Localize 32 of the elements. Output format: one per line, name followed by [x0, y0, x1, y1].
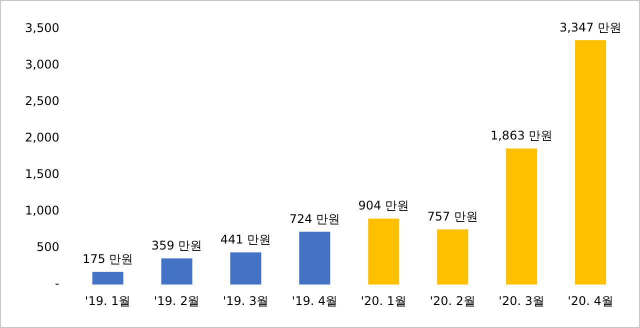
- data-label: 441 만원: [220, 232, 272, 247]
- y-tick-label: 3,500: [24, 21, 60, 36]
- y-tick-label: 500: [36, 240, 60, 254]
- bar: [437, 229, 468, 285]
- y-tick-label: 2,000: [24, 130, 60, 145]
- y-tick-label: 2,500: [24, 94, 60, 108]
- bar: [299, 232, 330, 285]
- x-tick-label: '19. 2월: [154, 294, 200, 308]
- data-label: 3,347 만원: [559, 20, 622, 34]
- x-tick-label: '20. 3월: [498, 294, 544, 308]
- y-tick-label: 1,500: [24, 167, 60, 182]
- bar: [575, 40, 606, 285]
- data-label: 1,863 만원: [490, 128, 553, 143]
- x-tick-label: '20. 2월: [430, 294, 476, 308]
- y-tick-label: 1,000: [24, 204, 60, 218]
- x-tick-label: '20. 4월: [568, 294, 614, 308]
- bar: [368, 218, 400, 285]
- bar: [230, 252, 262, 285]
- data-label: 757 만원: [427, 209, 478, 224]
- bar: [161, 258, 192, 285]
- y-tick-label: -: [55, 276, 60, 291]
- y-tick-label: 3,000: [24, 58, 60, 72]
- data-label: 359 만원: [151, 238, 202, 253]
- x-tick-label: '19. 1월: [84, 294, 131, 308]
- bar: [506, 148, 538, 285]
- x-tick-label: '19. 3월: [222, 294, 269, 308]
- data-label: 175 만원: [82, 252, 134, 266]
- x-tick-label: '19. 4월: [292, 294, 338, 308]
- bar: [92, 272, 124, 285]
- x-tick-label: '20. 1월: [360, 294, 407, 308]
- data-label: 904 만원: [358, 198, 410, 213]
- data-label: 724 만원: [289, 212, 340, 226]
